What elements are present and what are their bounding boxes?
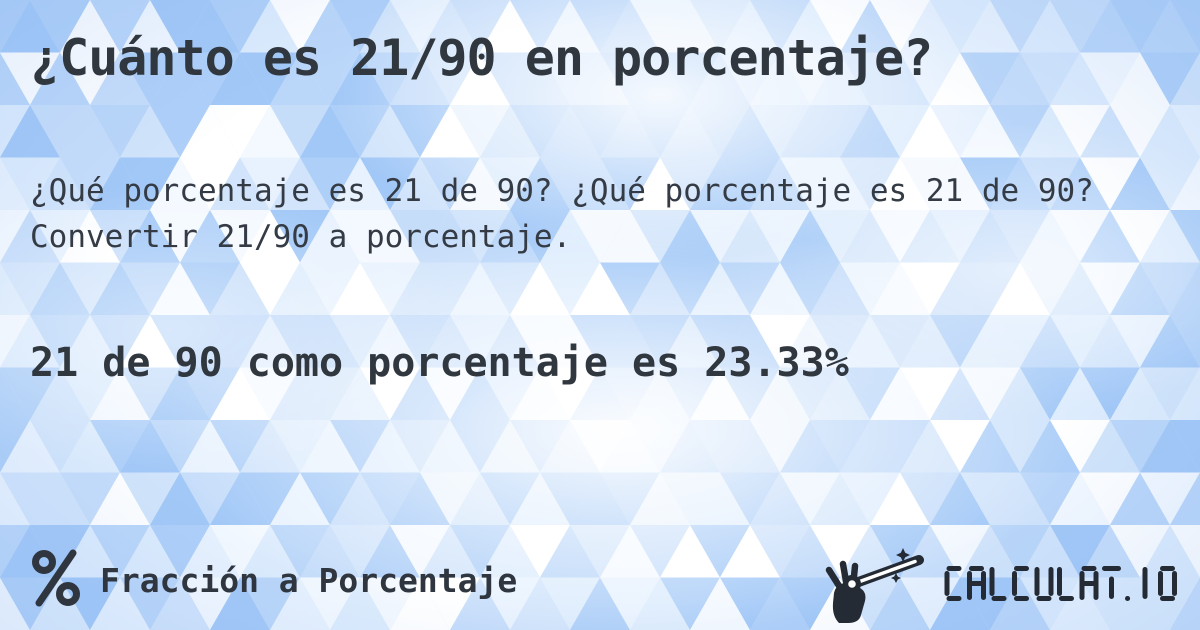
page-description: ¿Qué porcentaje es 21 de 90? ¿Qué porcen… [30, 173, 1094, 255]
percent-icon [32, 549, 80, 607]
brand-wordmark [944, 565, 1177, 601]
brand-logo [820, 543, 1178, 623]
answer-text: 21 de 90 como porcentaje es 23.33% [30, 340, 849, 386]
page-title: ¿Cuánto es 21/90 en porcentaje? [30, 29, 933, 87]
category-badge: Fracción a Porcentaje [30, 549, 517, 607]
magic-wand-hand-icon [825, 548, 924, 623]
category-label: Fracción a Porcentaje [100, 560, 518, 600]
